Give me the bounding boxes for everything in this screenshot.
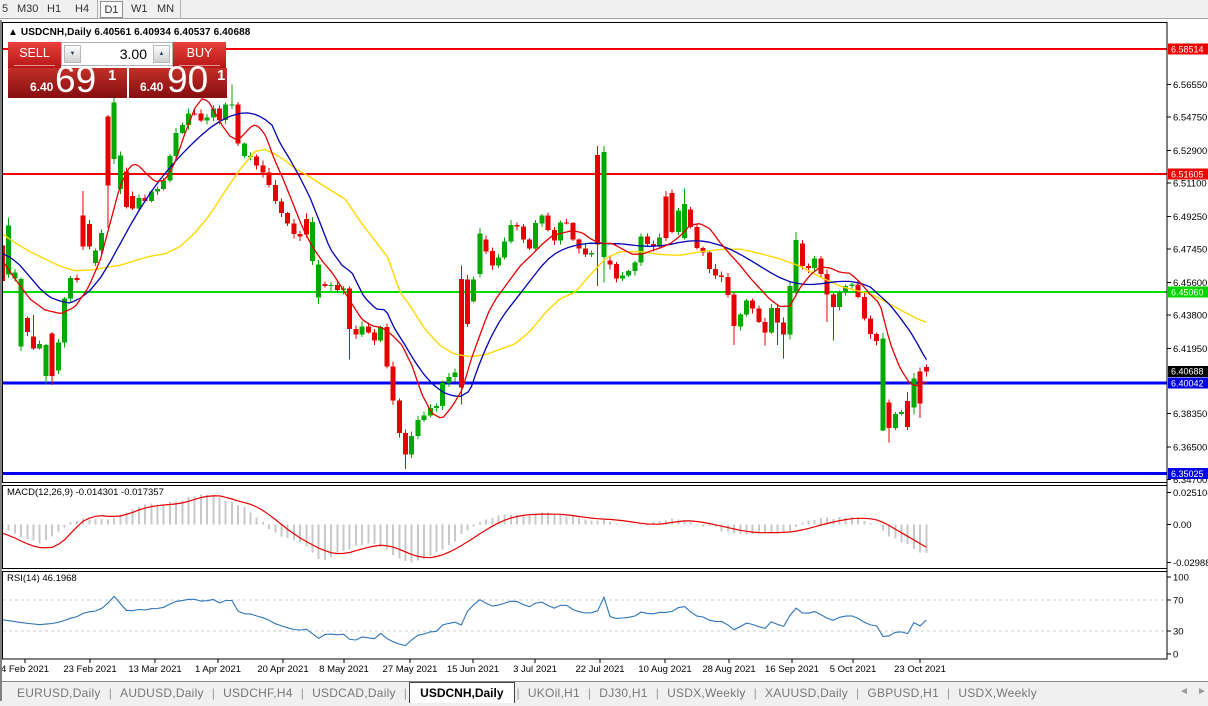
svg-text:6.40688: 6.40688: [1171, 367, 1204, 377]
svg-text:23 Oct 2021: 23 Oct 2021: [894, 664, 946, 675]
svg-text:6.43800: 6.43800: [1173, 310, 1207, 321]
svg-text:0: 0: [1173, 649, 1178, 660]
svg-text:30: 30: [1173, 626, 1184, 637]
svg-text:6.40042: 6.40042: [1171, 378, 1204, 388]
svg-text:20 Apr 2021: 20 Apr 2021: [257, 664, 308, 675]
svg-text:8 May 2021: 8 May 2021: [319, 664, 369, 675]
svg-text:-0.02988: -0.02988: [1173, 558, 1208, 569]
svg-text:28 Aug 2021: 28 Aug 2021: [702, 664, 755, 675]
svg-text:13 Mar 2021: 13 Mar 2021: [128, 664, 181, 675]
svg-text:6.41950: 6.41950: [1173, 344, 1207, 355]
svg-text:6.49250: 6.49250: [1173, 212, 1207, 223]
svg-text:6.34700: 6.34700: [1173, 475, 1207, 486]
svg-text:23 Feb 2021: 23 Feb 2021: [63, 664, 116, 675]
svg-text:6.56550: 6.56550: [1173, 80, 1207, 91]
svg-text:6.51100: 6.51100: [1173, 178, 1207, 189]
svg-text:22 Jul 2021: 22 Jul 2021: [575, 664, 624, 675]
svg-text:6.45060: 6.45060: [1171, 288, 1204, 298]
svg-text:6.38350: 6.38350: [1173, 409, 1207, 420]
svg-text:6.36500: 6.36500: [1173, 442, 1207, 453]
svg-text:6.35025: 6.35025: [1171, 469, 1204, 479]
svg-text:1 Apr 2021: 1 Apr 2021: [195, 664, 241, 675]
svg-text:0.00: 0.00: [1173, 520, 1192, 531]
svg-text:3 Jul 2021: 3 Jul 2021: [513, 664, 557, 675]
svg-text:27 May 2021: 27 May 2021: [383, 664, 438, 675]
svg-text:0.025108: 0.025108: [1173, 488, 1208, 499]
svg-text:10 Aug 2021: 10 Aug 2021: [638, 664, 691, 675]
svg-text:6.51605: 6.51605: [1171, 169, 1204, 179]
svg-text:6.58514: 6.58514: [1171, 44, 1204, 54]
svg-text:5 Oct 2021: 5 Oct 2021: [830, 664, 876, 675]
svg-text:16 Sep 2021: 16 Sep 2021: [765, 664, 819, 675]
svg-text:70: 70: [1173, 596, 1184, 607]
svg-text:6.52900: 6.52900: [1173, 146, 1207, 157]
svg-text:100: 100: [1173, 572, 1189, 583]
svg-text:15 Jun 2021: 15 Jun 2021: [447, 664, 499, 675]
svg-text:▲ USDCNH,Daily 6.40561 6.4093: ▲ USDCNH,Daily 6.40561 6.40934 6.40537 6…: [8, 27, 251, 38]
svg-text:6.45600: 6.45600: [1173, 278, 1207, 289]
svg-text:6.47450: 6.47450: [1173, 244, 1207, 255]
svg-text:6.54750: 6.54750: [1173, 112, 1207, 123]
svg-text:RSI(14) 46.1968: RSI(14) 46.1968: [7, 573, 77, 584]
svg-text:MACD(12,26,9) -0.014301 -0.017: MACD(12,26,9) -0.014301 -0.017357: [7, 487, 164, 498]
svg-text:4 Feb 2021: 4 Feb 2021: [1, 664, 49, 675]
